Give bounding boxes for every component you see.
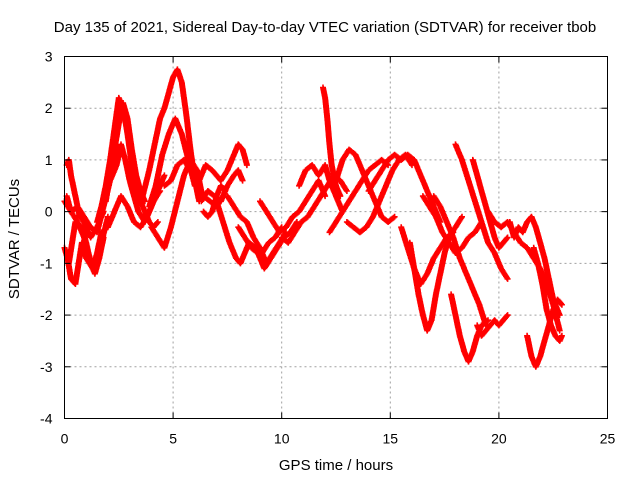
series-track-37 [524,296,565,370]
series-markers [398,224,457,287]
series-track-30 [430,193,489,329]
x-tick-labels: 0 5 10 15 20 25 [61,431,616,447]
series-track-38 [530,244,565,344]
series-markers [102,100,148,205]
series-track-21 [296,162,346,215]
y-tick-label: 3 [45,49,53,65]
y-tick-label: -2 [40,307,53,323]
series-markers [524,296,565,370]
series-track-7 [102,100,148,205]
series-markers [196,141,250,184]
series-track-13 [196,141,250,184]
series-markers [419,193,485,256]
chart-title: Day 135 of 2021, Sidereal Day-to-day VTE… [54,19,596,36]
series-markers [365,151,444,225]
y-tick-label: -4 [40,411,53,427]
series-markers [469,156,511,251]
series-markers [506,213,563,319]
series-track-24 [326,156,392,236]
y-tick-label: 0 [45,204,53,220]
series-track-27 [398,224,457,287]
series-track-31 [448,291,491,365]
series-track-19 [257,177,329,236]
series-markers [320,84,344,200]
series-markers [63,156,107,241]
series-track-33 [469,156,511,251]
series-track-29 [419,193,485,256]
x-tick-label: 25 [600,431,616,447]
series-track-36 [506,213,563,319]
series-markers [257,177,329,236]
series-track-26 [365,151,444,225]
series-track-5 [63,156,107,241]
series-track-4 [63,229,105,287]
series-track-32 [452,141,511,282]
data-series [61,66,565,370]
y-tick-label: 1 [45,152,53,168]
plot-frame [64,56,608,419]
series-markers [448,291,491,365]
series-track-34 [474,312,511,339]
series-markers [63,229,105,287]
series-markers [326,156,392,236]
x-tick-label: 20 [491,431,507,447]
y-tick-label: 2 [45,100,53,116]
x-tick-label: 15 [383,431,399,447]
series-markers [296,162,346,215]
x-axis-label: GPS time / hours [279,457,393,474]
x-tick-label: 0 [61,431,69,447]
series-markers [452,141,511,282]
series-markers [530,244,565,344]
y-tick-label: -3 [40,359,53,375]
grid [64,56,608,419]
y-tick-label: -1 [40,255,53,271]
y-tick-labels: -4 -3 -2 -1 0 1 2 3 [40,49,53,427]
axis-ticks [64,56,608,419]
y-axis-label: SDTVAR / TECUs [6,179,23,299]
series-markers [430,193,489,329]
x-tick-label: 5 [169,431,177,447]
series-track-22 [320,84,344,200]
series-markers [474,312,511,339]
x-tick-label: 10 [274,431,290,447]
